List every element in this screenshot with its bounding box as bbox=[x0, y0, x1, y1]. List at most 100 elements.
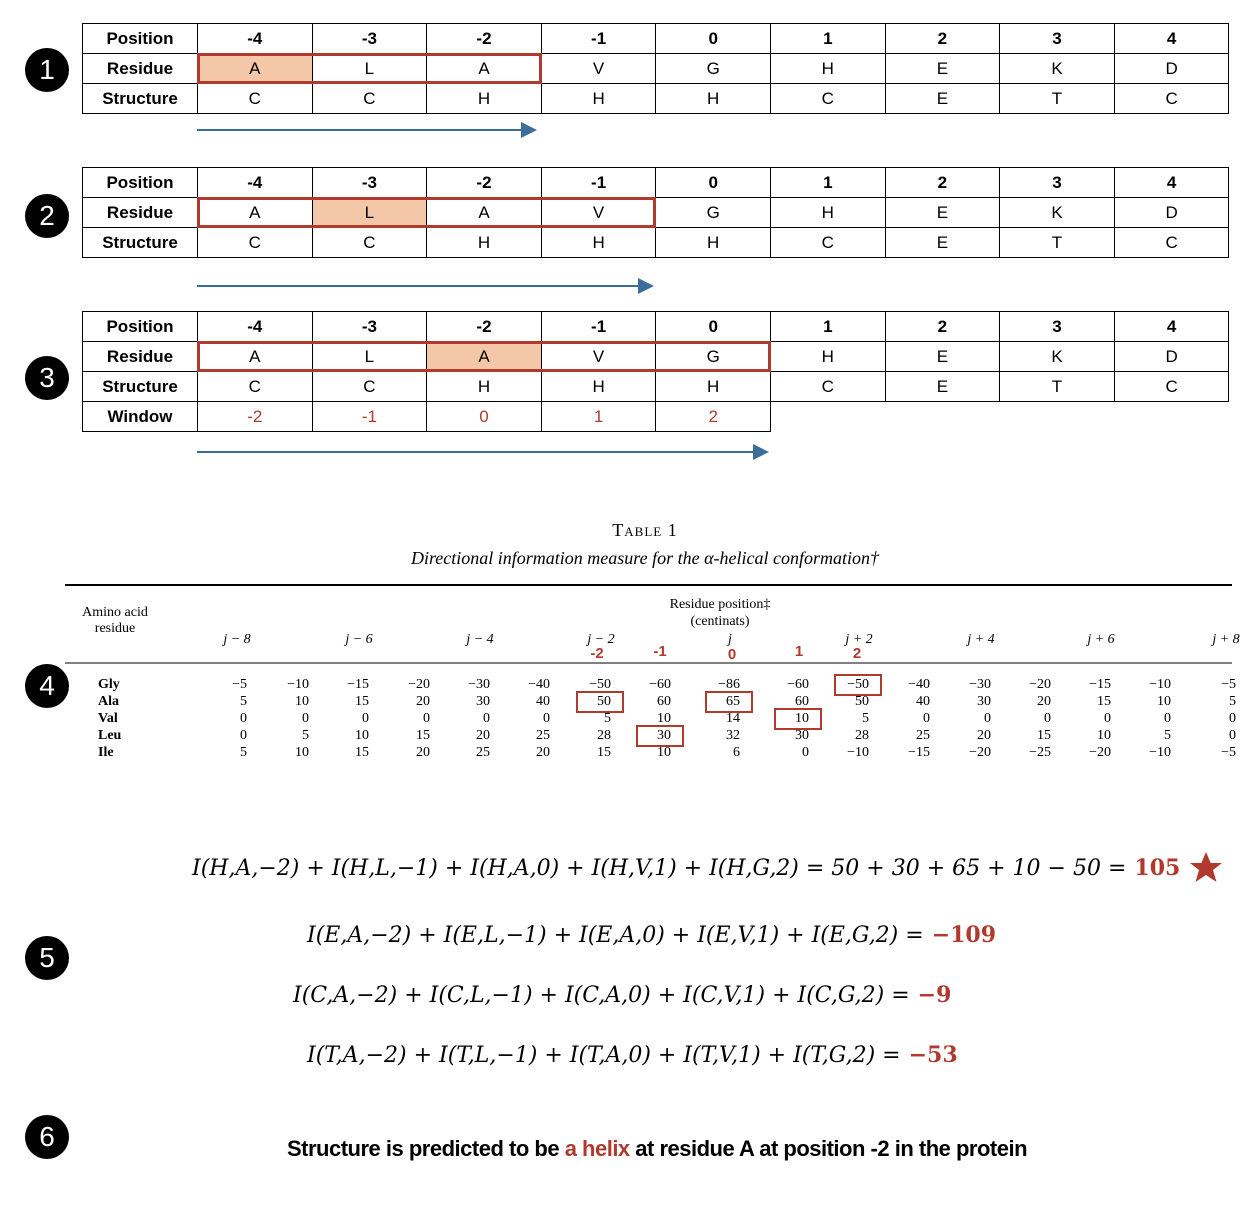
table-value: 0 bbox=[240, 711, 247, 726]
position-cell: -4 bbox=[197, 311, 313, 342]
table-value: 0 bbox=[240, 728, 247, 743]
position-cell: 0 bbox=[655, 23, 771, 54]
amino-acid: Ala bbox=[98, 694, 119, 709]
structure-cell: T bbox=[999, 227, 1115, 258]
structure-cell: H bbox=[426, 83, 542, 114]
table-value: 30 bbox=[795, 728, 809, 743]
table-value: −30 bbox=[969, 677, 991, 692]
position-cell: 1 bbox=[770, 167, 886, 198]
position-cell: 3 bbox=[999, 23, 1115, 54]
table-value: −25 bbox=[1029, 745, 1051, 760]
highlight-box bbox=[636, 725, 684, 747]
position-cell: 4 bbox=[1113, 311, 1230, 342]
table-value: 25 bbox=[476, 745, 490, 760]
step-badge: 2 bbox=[25, 194, 69, 238]
step-badge: 5 bbox=[25, 936, 69, 980]
table-value: −50 bbox=[589, 677, 611, 692]
position-cell: -3 bbox=[311, 311, 428, 342]
step-badge: 4 bbox=[25, 664, 69, 708]
structure-cell: E bbox=[884, 227, 1001, 258]
conclusion-highlight: a helix bbox=[564, 1136, 630, 1161]
position-cell: 0 bbox=[655, 167, 771, 198]
equation-result: 105 bbox=[1134, 855, 1181, 881]
window-label: 0 bbox=[727, 646, 737, 663]
structure-cell: C bbox=[197, 227, 313, 258]
residue-cell: H bbox=[770, 197, 886, 228]
table-value: 25 bbox=[536, 728, 550, 743]
column-header: j + 2 bbox=[845, 632, 873, 647]
table-value: 20 bbox=[416, 694, 430, 709]
highlight-box bbox=[576, 691, 624, 713]
table-value: 5 bbox=[862, 711, 869, 726]
row-label: Position bbox=[82, 23, 198, 54]
position-cell: 3 bbox=[999, 311, 1115, 342]
structure-cell: C bbox=[770, 227, 886, 258]
position-cell: 3 bbox=[999, 167, 1115, 198]
position-cell: 4 bbox=[1113, 23, 1230, 54]
table-value: −30 bbox=[468, 677, 490, 692]
table-value: 30 bbox=[657, 728, 671, 743]
structure-cell: C bbox=[770, 83, 886, 114]
equation-result: −109 bbox=[931, 922, 997, 948]
residue-cell: E bbox=[884, 53, 1001, 84]
table-value: 10 bbox=[295, 694, 309, 709]
window-cell: 2 bbox=[655, 401, 771, 432]
table-value: 20 bbox=[1037, 694, 1051, 709]
structure-cell: H bbox=[655, 371, 771, 402]
position-cell: -1 bbox=[540, 167, 657, 198]
table-value: −10 bbox=[847, 745, 869, 760]
residue-cell: D bbox=[1113, 197, 1230, 228]
row-header: Amino acid residue bbox=[82, 605, 148, 636]
column-header: j + 4 bbox=[967, 632, 995, 647]
amino-acid: Gly bbox=[98, 677, 120, 692]
table-value: 0 bbox=[984, 711, 991, 726]
table-value: −10 bbox=[287, 677, 309, 692]
group-header: Residue position‡ bbox=[669, 597, 771, 612]
residue-cell: K bbox=[999, 197, 1115, 228]
row-label: Window bbox=[82, 401, 198, 432]
table-value: 0 bbox=[1044, 711, 1051, 726]
table-value: 30 bbox=[977, 694, 991, 709]
structure-cell: C bbox=[1113, 371, 1230, 402]
table-value: 0 bbox=[302, 711, 309, 726]
table-value: 10 bbox=[1097, 728, 1111, 743]
window-box bbox=[197, 197, 657, 228]
conclusion-after: at residue A at position -2 in the prote… bbox=[635, 1136, 1028, 1161]
window-cell: -2 bbox=[197, 401, 313, 432]
table-value: 0 bbox=[362, 711, 369, 726]
structure-cell: E bbox=[884, 83, 1001, 114]
table-value: 5 bbox=[1229, 694, 1236, 709]
equation-result: −9 bbox=[917, 982, 952, 1008]
position-cell: 2 bbox=[884, 23, 1001, 54]
table-value: 10 bbox=[355, 728, 369, 743]
table-value: 10 bbox=[657, 745, 671, 760]
step-badge: 1 bbox=[25, 48, 69, 92]
window-cell: -1 bbox=[311, 401, 428, 432]
table-subtitle: Directional information measure for the … bbox=[410, 548, 880, 568]
position-cell: -4 bbox=[197, 167, 313, 198]
row-label: Structure bbox=[82, 227, 198, 258]
table-value: 60 bbox=[795, 694, 809, 709]
highlight-box bbox=[774, 708, 822, 730]
unit: (centinats) bbox=[690, 614, 750, 629]
table-value: −20 bbox=[1089, 745, 1111, 760]
table-value: 20 bbox=[977, 728, 991, 743]
table-value: −60 bbox=[649, 677, 671, 692]
position-cell: -4 bbox=[197, 23, 313, 54]
residue-cell: G bbox=[655, 53, 771, 84]
position-cell: -1 bbox=[540, 311, 657, 342]
position-cell: -3 bbox=[311, 23, 428, 54]
row-label: Structure bbox=[82, 83, 198, 114]
residue-cell: E bbox=[884, 197, 1001, 228]
window-label: -2 bbox=[590, 645, 604, 662]
table-value: 28 bbox=[597, 728, 611, 743]
highlight-box bbox=[705, 691, 753, 713]
conclusion: Structure is predicted to be a helix at … bbox=[287, 1136, 1028, 1162]
table-value: 0 bbox=[483, 711, 490, 726]
column-header: j bbox=[728, 632, 732, 647]
row-label: Position bbox=[82, 167, 198, 198]
structure-cell: C bbox=[197, 371, 313, 402]
table-value: 50 bbox=[597, 694, 611, 709]
table-value: 0 bbox=[1229, 728, 1236, 743]
